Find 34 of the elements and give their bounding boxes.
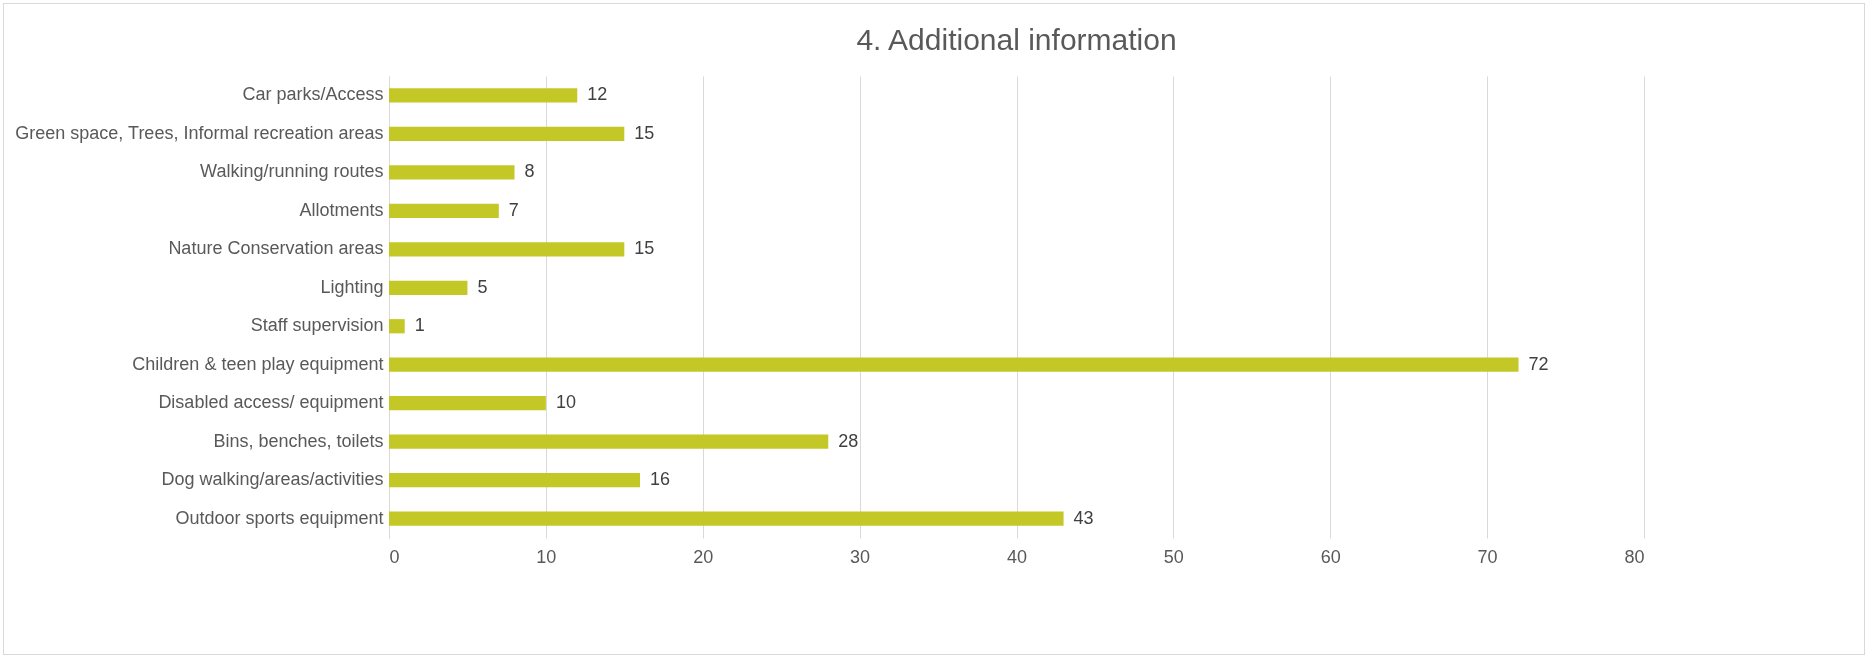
y-tick-label: Children & teen play equipment — [132, 353, 384, 374]
x-tick-label: 80 — [1624, 546, 1645, 567]
y-tick-label: Staff supervision — [250, 315, 384, 336]
x-tick-label: 40 — [1006, 546, 1028, 567]
y-tick-label: Outdoor sports equipment — [175, 507, 384, 528]
x-tick-label: 0 — [389, 546, 400, 567]
y-tick-label: Nature Conservation areas — [168, 238, 384, 259]
data-label: 43 — [1073, 507, 1094, 528]
y-tick-label: Green space, Trees, Informal recreation areas — [15, 122, 384, 143]
x-tick-label: 30 — [850, 546, 871, 567]
data-label: 5 — [477, 276, 488, 297]
y-tick-label: Car parks/Access — [242, 84, 384, 105]
data-label: 7 — [508, 199, 519, 220]
data-label: 16 — [650, 469, 671, 490]
data-label: 28 — [838, 430, 859, 451]
data-label: 15 — [634, 122, 655, 143]
x-tick-label: 60 — [1320, 546, 1341, 567]
data-label: 72 — [1528, 353, 1549, 374]
x-tick-label: 20 — [693, 546, 714, 567]
y-tick-label: Walking/running routes — [200, 161, 384, 182]
y-tick-label: Bins, benches, toilets — [213, 430, 384, 451]
y-tick-label: Lighting — [320, 276, 384, 297]
data-label: 8 — [524, 161, 535, 182]
y-tick-label: Dog walking/areas/activities — [161, 469, 384, 490]
y-tick-label: Disabled access/ equipment — [158, 392, 384, 413]
data-label: 10 — [555, 392, 576, 413]
x-tick-label: 50 — [1163, 546, 1184, 567]
chart-title: 4. Additional information — [856, 23, 1177, 56]
y-tick-label: Allotments — [299, 199, 384, 220]
data-label: 15 — [634, 238, 655, 259]
x-tick-label: 70 — [1477, 546, 1498, 567]
data-label: 1 — [414, 315, 425, 336]
x-tick-label: 10 — [536, 546, 557, 567]
data-label: 12 — [587, 84, 608, 105]
